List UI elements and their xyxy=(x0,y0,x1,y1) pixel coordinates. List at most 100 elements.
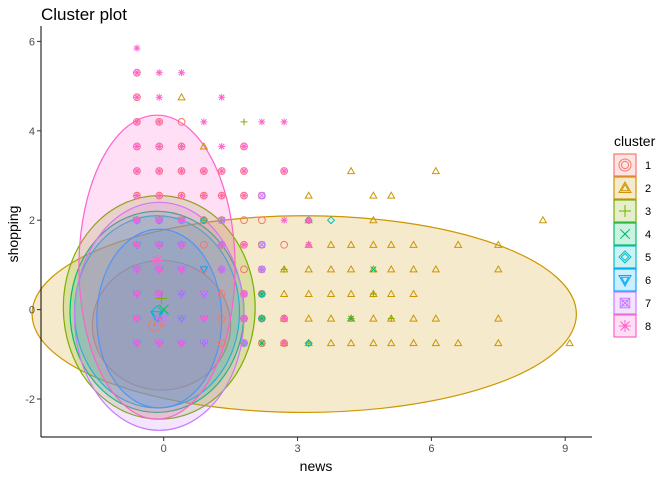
cluster-8-point xyxy=(200,118,208,126)
cluster-centers xyxy=(148,254,169,332)
legend-key xyxy=(613,245,637,269)
cluster-8-point xyxy=(240,167,248,175)
cluster-8-point xyxy=(178,216,185,224)
cluster-8-point xyxy=(280,216,288,224)
cluster-2-point xyxy=(431,314,441,322)
cluster-8-point xyxy=(280,118,288,126)
cluster-7-point xyxy=(258,266,266,273)
cluster-2-point xyxy=(409,338,418,347)
chart-title: Cluster plot xyxy=(41,5,127,24)
cluster-points xyxy=(132,44,574,348)
cluster-5-point xyxy=(257,289,266,299)
cluster-8-point xyxy=(178,192,185,200)
cluster-1-point xyxy=(257,240,266,249)
cluster-8-point xyxy=(240,290,248,298)
cluster-2-point xyxy=(409,289,418,298)
cluster-1-point xyxy=(177,117,186,126)
cluster-8-point xyxy=(218,167,226,175)
cluster-3-point xyxy=(305,339,313,347)
cluster-4-point xyxy=(348,315,355,322)
cluster-2-point xyxy=(369,191,378,199)
cluster-8-point xyxy=(133,339,141,347)
cluster-2-point xyxy=(431,264,441,273)
cluster-4-point xyxy=(370,266,377,273)
cluster-2-ellipse xyxy=(31,215,577,414)
cluster-2-point xyxy=(386,338,396,347)
legend-key-marker-outer xyxy=(619,297,631,309)
cluster-2-point xyxy=(326,264,336,273)
x-tick-label: 9 xyxy=(562,443,568,455)
legend-key-marker-outer xyxy=(619,320,631,332)
cluster-8-point xyxy=(155,339,163,347)
cluster-7-point xyxy=(240,339,248,347)
legend-item-1: 1 xyxy=(613,153,651,177)
legend-key-marker-outer xyxy=(618,250,632,264)
legend-title: cluster xyxy=(614,133,656,149)
cluster-8-point xyxy=(218,241,226,249)
legend-label: 2 xyxy=(645,183,651,195)
legend-key-marker-outer xyxy=(618,180,632,193)
cluster-8-point xyxy=(133,93,141,101)
legend-label: 3 xyxy=(645,206,651,218)
cluster-8-center xyxy=(151,254,163,267)
cluster-2-point xyxy=(177,92,186,101)
y-tick-label: 6 xyxy=(29,36,35,48)
x-tick-label: 0 xyxy=(161,443,167,455)
cluster-3-point xyxy=(387,315,395,322)
cluster-2-point xyxy=(453,240,463,248)
y-tick-label: 2 xyxy=(29,215,35,227)
axes: 0 3 6 9 -2 0 2 4 6 xyxy=(25,26,592,455)
cluster-2-point xyxy=(326,338,336,347)
cluster-8-point xyxy=(178,143,185,150)
legend-label: 6 xyxy=(645,275,651,287)
cluster-8-point xyxy=(240,192,248,200)
cluster-2-point xyxy=(494,338,503,347)
cluster-2-point xyxy=(386,240,396,248)
cluster-2-point xyxy=(409,314,418,322)
cluster-8-point xyxy=(155,192,163,200)
legend-label: 8 xyxy=(645,321,651,333)
cluster-2-point xyxy=(326,289,336,298)
legend-item-3: 3 xyxy=(613,199,651,223)
legend-key-marker xyxy=(620,252,630,262)
cluster-8-point xyxy=(133,290,141,298)
legend-key-marker xyxy=(620,276,630,285)
cluster-3-point xyxy=(240,118,248,126)
cluster-8-point xyxy=(133,118,141,126)
cluster-8-point xyxy=(258,118,266,126)
cluster-8-point xyxy=(280,315,288,322)
x-axis-title: news xyxy=(300,458,333,474)
cluster-8-point xyxy=(200,192,208,200)
cluster-1-point xyxy=(280,240,289,249)
cluster-8-point xyxy=(305,241,313,249)
cluster-2-point xyxy=(346,289,356,298)
cluster-2-point xyxy=(326,240,336,248)
cluster-3-point xyxy=(369,290,377,298)
cluster-3-point xyxy=(280,265,288,273)
y-axis-title: shopping xyxy=(5,206,21,263)
cluster-2-point xyxy=(369,314,378,322)
legend-item-5: 5 xyxy=(613,245,651,269)
cluster-8-point xyxy=(133,143,141,150)
cluster-4-center xyxy=(158,304,169,315)
cluster-2-point xyxy=(431,166,441,175)
legend-label: 5 xyxy=(645,252,651,264)
cluster-2-point xyxy=(369,264,378,273)
cluster-7-point xyxy=(218,216,225,224)
cluster-2-point xyxy=(346,240,356,248)
cluster-2-point xyxy=(304,264,313,273)
cluster-8-point xyxy=(178,241,185,249)
cluster-8-point xyxy=(218,143,226,150)
cluster-ellipses xyxy=(31,114,577,431)
cluster-1-point xyxy=(240,216,248,225)
cluster-7-point xyxy=(258,192,266,199)
legend-item-4: 4 xyxy=(613,222,651,246)
legend-key xyxy=(613,176,637,200)
legend-key-marker-outer xyxy=(618,275,632,288)
cluster-2-point xyxy=(369,240,378,248)
cluster-2-point xyxy=(386,289,396,298)
cluster-2-point xyxy=(494,314,503,322)
cluster-8-point xyxy=(200,167,208,175)
cluster-2-point xyxy=(386,191,396,199)
cluster-8-point xyxy=(133,216,141,224)
